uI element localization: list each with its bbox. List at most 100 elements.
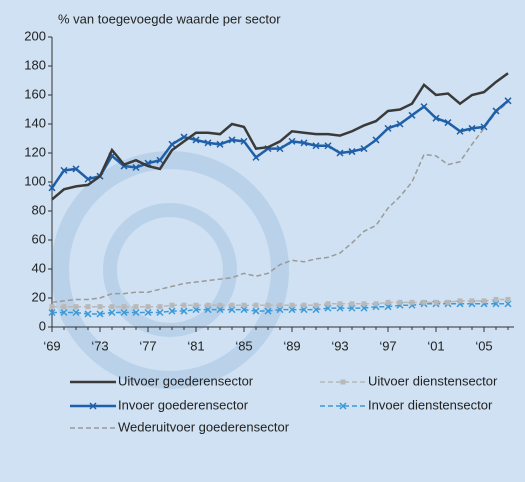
legend-marker — [89, 402, 97, 410]
point — [481, 298, 487, 304]
x-tick-label: ‘93 — [331, 338, 348, 353]
point — [132, 163, 140, 172]
point — [168, 140, 176, 148]
point — [252, 153, 260, 161]
point — [288, 137, 296, 145]
y-tick-label: 160 — [24, 86, 46, 101]
point — [252, 307, 260, 315]
legend-marker — [339, 402, 347, 410]
y-tick-label: 180 — [24, 57, 46, 72]
y-tick-label: 40 — [32, 260, 46, 275]
watermark — [51, 151, 289, 389]
legend-label: Uitvoer dienstensector — [368, 373, 498, 388]
point — [373, 301, 379, 307]
point — [228, 136, 236, 144]
x-tick-label: ‘81 — [187, 338, 204, 353]
point — [421, 299, 427, 305]
point — [265, 302, 271, 308]
legend-label: Invoer goederensector — [118, 397, 249, 412]
legend-label: Wederuitvoer goederensector — [118, 419, 290, 434]
point — [229, 302, 235, 308]
point — [433, 299, 439, 305]
point — [156, 156, 164, 164]
point — [300, 139, 308, 147]
y-tick-label: 140 — [24, 115, 46, 130]
point — [97, 304, 103, 310]
point — [360, 145, 368, 153]
x-tick-label: ‘69 — [43, 338, 60, 353]
point — [312, 142, 320, 150]
point — [156, 308, 164, 317]
point — [84, 175, 92, 183]
point — [372, 136, 380, 144]
point — [180, 307, 188, 315]
y-tick-label: 200 — [24, 28, 46, 43]
legend-label: Uitvoer goederensector — [118, 373, 254, 388]
point — [468, 124, 476, 132]
point — [72, 165, 80, 173]
point — [444, 119, 452, 127]
x-tick-label: ‘85 — [235, 338, 252, 353]
point — [432, 114, 440, 122]
point — [480, 123, 488, 131]
point — [420, 103, 428, 111]
point — [313, 302, 319, 308]
point — [276, 145, 284, 153]
x-tick-label: ‘97 — [379, 338, 396, 353]
point — [409, 299, 415, 305]
point — [121, 304, 127, 310]
series-line — [51, 72, 509, 201]
point — [193, 302, 199, 308]
point — [109, 304, 115, 310]
legend-label: Invoer dienstensector — [368, 397, 493, 412]
point — [133, 304, 139, 310]
point — [289, 302, 295, 308]
point — [85, 304, 91, 310]
point — [120, 308, 128, 317]
x-tick-label: ‘73 — [91, 338, 108, 353]
point — [192, 136, 200, 144]
legend-marker — [340, 379, 346, 385]
point — [324, 142, 332, 150]
point — [445, 299, 451, 305]
point — [157, 304, 163, 310]
point — [456, 127, 464, 135]
point — [457, 298, 463, 304]
y-tick-label: 20 — [32, 289, 46, 304]
point — [61, 304, 67, 310]
point — [241, 302, 247, 308]
point — [144, 308, 152, 317]
point — [240, 137, 248, 145]
series-line — [51, 101, 509, 304]
point — [48, 184, 56, 192]
y-tick-label: 120 — [24, 144, 46, 159]
point — [205, 302, 211, 308]
point — [73, 304, 79, 310]
point — [216, 140, 224, 148]
point — [277, 302, 283, 308]
point — [49, 304, 55, 310]
y-tick-label: 0 — [39, 318, 46, 333]
point — [349, 301, 355, 307]
point — [385, 299, 391, 305]
point — [397, 299, 403, 305]
point — [60, 166, 68, 174]
y-tick-label: 100 — [24, 173, 46, 188]
point — [181, 302, 187, 308]
x-tick-label: ‘01 — [427, 338, 444, 353]
y-tick-label: 80 — [32, 202, 46, 217]
point — [505, 296, 511, 302]
point — [217, 302, 223, 308]
point — [396, 120, 404, 128]
point — [325, 301, 331, 307]
point — [361, 301, 367, 307]
point — [145, 304, 151, 310]
point — [301, 302, 307, 308]
point — [108, 308, 116, 317]
point — [348, 148, 356, 156]
point — [504, 97, 512, 105]
point — [48, 308, 56, 317]
point — [168, 307, 176, 315]
